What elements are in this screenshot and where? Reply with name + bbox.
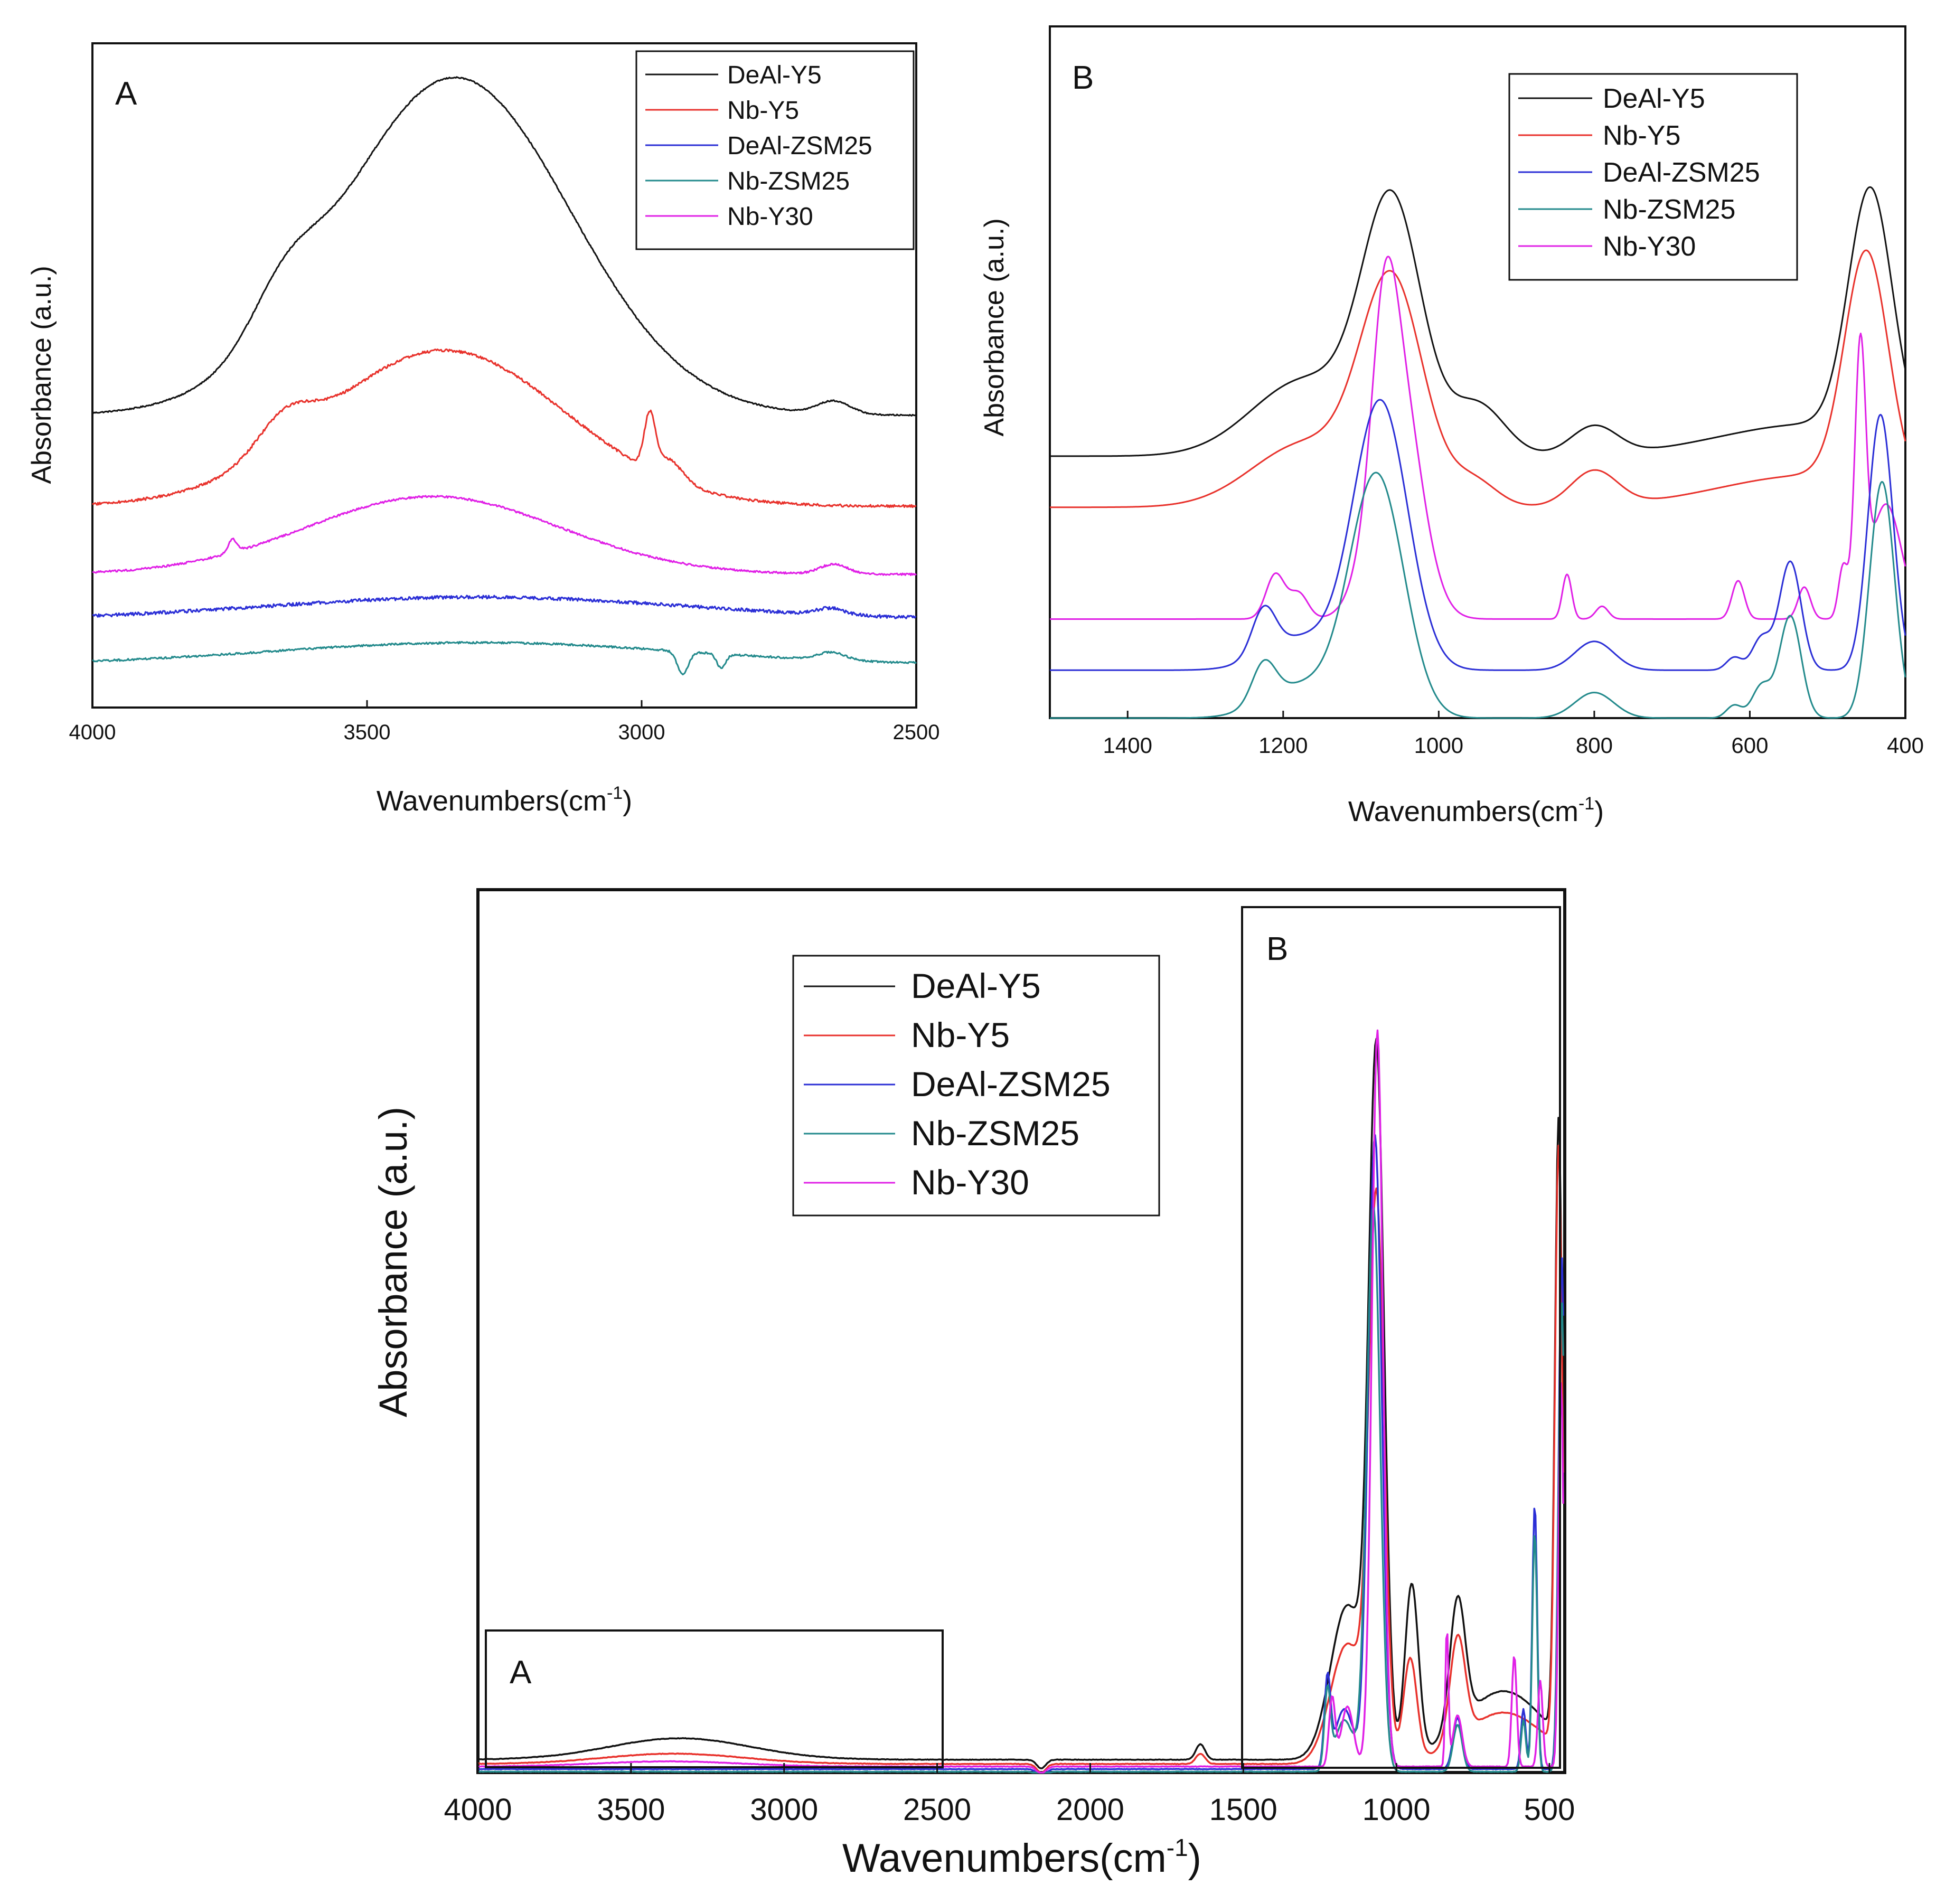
- panel-full-x-tick-label-1000: 1000: [1362, 1793, 1431, 1827]
- panel-a-x-axis-label: Wavenumbers(cm-1): [377, 783, 632, 817]
- panel-a-x-tick-label-3000: 3000: [618, 721, 665, 744]
- panel-b-legend-label-deal-y5: DeAl-Y5: [1603, 83, 1705, 114]
- panel-b-y-axis-label: Absorbance (a.u.): [979, 218, 1010, 436]
- panel-a-label: A: [115, 76, 137, 112]
- panel-b-legend-label-deal-zsm25: DeAl-ZSM25: [1603, 157, 1760, 188]
- panel-a-y-axis-label: Absorbance (a.u.): [26, 266, 57, 484]
- panel-full-x-tick-label-3000: 3000: [750, 1793, 818, 1827]
- panel-full-x-axis-label: Wavenumbers(cm-1): [842, 1834, 1201, 1881]
- panel-full-legend-label-deal-y5: DeAl-Y5: [911, 966, 1041, 1005]
- panel-full-spectrum: 4000 3500 3000 2500 2000 1500 1000 500 A B Abso…: [371, 888, 1575, 1881]
- panel-b-legend-label-nb-y5: Nb-Y5: [1603, 120, 1680, 151]
- panel-full-x-axis-label-sup: -1: [1167, 1834, 1188, 1861]
- inset-a-box: [485, 1629, 944, 1768]
- panel-full-x-tick-label-2000: 2000: [1056, 1793, 1124, 1827]
- panel-b-legend-label-nb-zsm25: Nb-ZSM25: [1603, 194, 1735, 225]
- panel-full-x-tick-label-500: 500: [1524, 1793, 1575, 1827]
- panel-b-x-axis-label-sup: -1: [1578, 794, 1594, 814]
- inset-b-label: B: [1266, 931, 1288, 967]
- panel-a-series-nb-y30: [92, 495, 917, 576]
- panel-full-legend: DeAl-Y5 Nb-Y5 DeAl-ZSM25 Nb-ZSM25 Nb-Y30: [792, 955, 1160, 1217]
- panel-a-series-nb-y5: [91, 348, 917, 508]
- panel-full-x-tick-label-1500: 1500: [1209, 1793, 1277, 1827]
- panel-b-series-deal-y5: [1050, 186, 1906, 457]
- panel-a-legend-label-nb-y5: Nb-Y5: [727, 97, 799, 125]
- panel-a-legend: DeAl-Y5 Nb-Y5 DeAl-ZSM25 Nb-ZSM25 Nb-Y30: [635, 50, 915, 250]
- panel-a-legend-label-nb-zsm25: Nb-ZSM25: [727, 167, 850, 195]
- panel-b-series-nb-y30: [1050, 256, 1906, 620]
- panel-a-x-axis-label-main: Wavenumbers(cm: [377, 785, 607, 817]
- panel-full-x-tick-label-2500: 2500: [903, 1793, 971, 1827]
- panel-b-series: [1050, 186, 1906, 719]
- panel-a: A 4000 3500 3000 2500 Absorbance (a.u.) Wav…: [26, 42, 940, 817]
- panel-b-label: B: [1072, 60, 1094, 96]
- panel-a-x-tick-label-3500: 3500: [344, 721, 391, 744]
- panel-full-series-nb-y5: [477, 1145, 1564, 1774]
- panel-a-x-axis-label-sup: -1: [607, 783, 623, 803]
- panel-a-legend-label-deal-zsm25: DeAl-ZSM25: [727, 132, 872, 160]
- panel-a-x-axis-label-end: ): [623, 785, 632, 817]
- panel-full-series-nb-y30: [477, 1029, 1564, 1774]
- panel-b-legend: DeAl-Y5 Nb-Y5 DeAl-ZSM25 Nb-ZSM25 Nb-Y30: [1508, 73, 1798, 281]
- panel-b-x-tick-label-600: 600: [1731, 733, 1768, 758]
- panel-b-x-axis-label-main: Wavenumbers(cm: [1348, 796, 1578, 827]
- panel-b-x-ticks: 1400 1200 1000 800 600 400: [1103, 711, 1924, 758]
- panel-a-x-tick-label-4000: 4000: [69, 721, 116, 744]
- panel-full-series-nb-zsm25: [477, 1207, 1564, 1774]
- panel-full-legend-label-nb-y30: Nb-Y30: [911, 1163, 1029, 1202]
- panel-b-x-tick-label-800: 800: [1576, 733, 1613, 758]
- panel-b-series-deal-zsm25: [1050, 399, 1906, 671]
- panel-a-x-tick-label-2500: 2500: [893, 721, 940, 744]
- panel-full-x-axis-label-main: Wavenumbers(cm: [842, 1836, 1167, 1881]
- panel-full-x-tick-label-4000: 4000: [444, 1793, 512, 1827]
- panel-full-y-axis-label: Absorbance (a.u.): [371, 1107, 415, 1417]
- panel-a-series-deal-y5: [92, 76, 917, 417]
- panel-b-series-nb-y5: [1050, 249, 1906, 508]
- panel-a-frame: [91, 42, 917, 709]
- panel-full-legend-label-nb-y5: Nb-Y5: [911, 1015, 1010, 1054]
- panel-a-x-ticks: 4000 3500 3000 2500: [69, 700, 940, 744]
- panel-b-x-axis-label: Wavenumbers(cm-1): [1348, 794, 1604, 827]
- panel-b-x-tick-label-1400: 1400: [1103, 733, 1152, 758]
- panel-full-x-tick-label-3500: 3500: [597, 1793, 665, 1827]
- inset-b-box: [1241, 906, 1561, 1769]
- inset-a-label: A: [510, 1654, 532, 1691]
- panel-full-series: [477, 1029, 1564, 1774]
- panel-full-series-deal-zsm25: [477, 1134, 1564, 1774]
- panel-full-x-axis-label-end: ): [1188, 1836, 1201, 1881]
- panel-full-legend-label-deal-zsm25: DeAl-ZSM25: [911, 1064, 1111, 1104]
- panel-a-legend-label-nb-y30: Nb-Y30: [727, 203, 813, 231]
- panel-b-x-axis-label-end: ): [1594, 796, 1604, 827]
- panel-b-x-tick-label-1000: 1000: [1414, 733, 1463, 758]
- panel-b: B 1400 1200 1000 800 600 400 Absorbance (a.u.…: [979, 25, 1924, 827]
- panel-b-series-nb-zsm25: [1050, 472, 1906, 719]
- panel-full-legend-box: [792, 955, 1160, 1217]
- panel-b-x-tick-label-1200: 1200: [1258, 733, 1308, 758]
- panel-a-series-nb-zsm25: [92, 640, 917, 675]
- panel-full-x-ticks: 4000 3500 3000 2500 2000 1500 1000 500: [444, 1763, 1575, 1827]
- panel-b-legend-label-nb-y30: Nb-Y30: [1603, 231, 1696, 262]
- panel-a-legend-label-deal-y5: DeAl-Y5: [727, 61, 822, 89]
- panel-a-series-deal-zsm25: [92, 595, 917, 619]
- panel-a-series: [91, 76, 917, 675]
- panel-b-x-tick-label-400: 400: [1887, 733, 1924, 758]
- panel-full-legend-label-nb-zsm25: Nb-ZSM25: [911, 1114, 1079, 1153]
